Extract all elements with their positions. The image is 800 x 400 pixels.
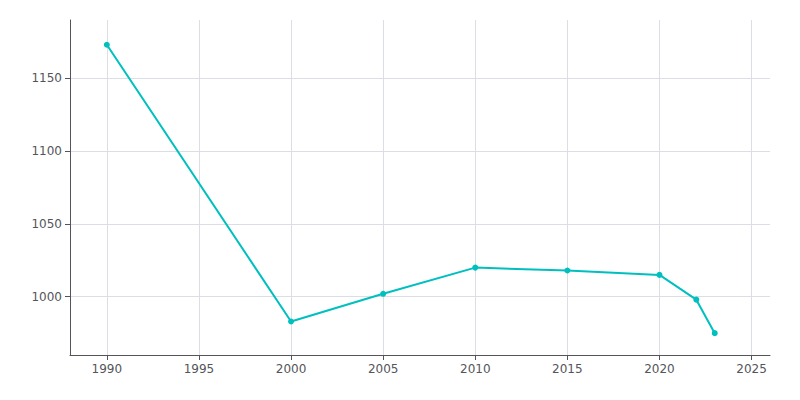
svg-text:2000: 2000 [276,362,307,376]
svg-text:2015: 2015 [552,362,583,376]
svg-text:1990: 1990 [92,362,123,376]
svg-text:1150: 1150 [31,71,62,85]
svg-text:1995: 1995 [184,362,215,376]
svg-text:1050: 1050 [31,217,62,231]
svg-text:2025: 2025 [736,362,767,376]
svg-text:1000: 1000 [31,290,62,304]
svg-text:2005: 2005 [368,362,399,376]
svg-text:2010: 2010 [460,362,491,376]
svg-text:2020: 2020 [644,362,675,376]
svg-text:1100: 1100 [31,144,62,158]
